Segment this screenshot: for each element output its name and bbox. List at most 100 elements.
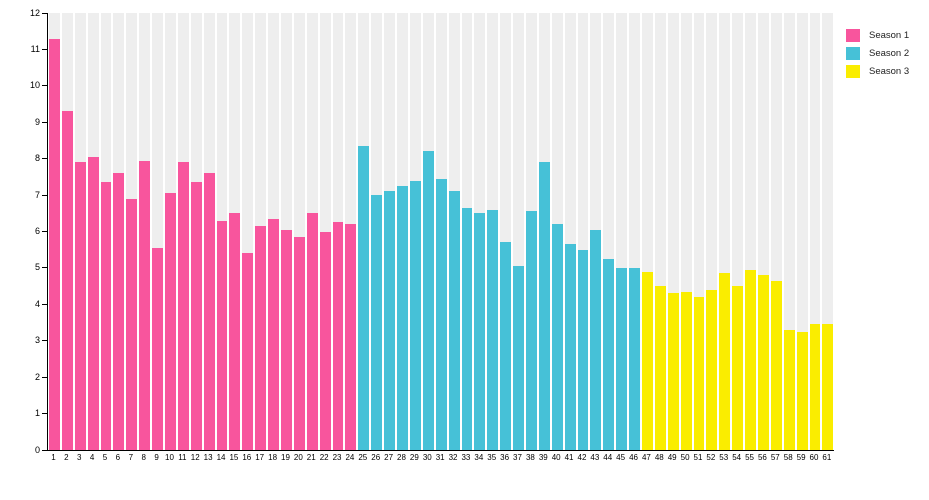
- bar-column: [796, 13, 808, 450]
- episode-bar-1[interactable]: [49, 38, 60, 450]
- episode-bar-34[interactable]: [474, 213, 486, 450]
- episode-bar-17[interactable]: [255, 226, 267, 450]
- x-axis-label-12: 12: [190, 453, 200, 462]
- x-axis-label-42: 42: [577, 453, 587, 462]
- episode-bar-3[interactable]: [74, 162, 86, 450]
- episode-bar-40[interactable]: [551, 224, 563, 450]
- bar-column: [719, 13, 731, 450]
- x-axis-label-51: 51: [693, 453, 703, 462]
- x-axis-label-5: 5: [102, 453, 108, 462]
- x-axis-label-31: 31: [435, 453, 445, 462]
- episode-bar-57[interactable]: [770, 280, 782, 450]
- episode-bar-7[interactable]: [126, 198, 138, 450]
- bar-column: [500, 13, 512, 450]
- bar-column: [603, 13, 615, 450]
- episode-bar-32[interactable]: [448, 191, 460, 450]
- episode-bar-14[interactable]: [216, 220, 228, 450]
- y-axis-label-2: 2: [34, 371, 40, 382]
- episode-bar-2[interactable]: [61, 111, 73, 450]
- episode-bar-25[interactable]: [358, 145, 370, 450]
- x-axis: 1 2 3 4 5 6 7 8 9 10 11 12 13 14 15 16 17 18 19 20 21 22 23 24 2…: [47, 453, 833, 462]
- episode-bar-22[interactable]: [319, 231, 331, 450]
- legend-item-season-1[interactable]: Season 1: [846, 29, 909, 42]
- episode-bar-47[interactable]: [641, 271, 653, 450]
- episode-bar-35[interactable]: [487, 209, 499, 450]
- y-axis-tick: [42, 85, 48, 87]
- bar-column: [745, 13, 756, 450]
- x-axis-label-6: 6: [115, 453, 121, 462]
- episode-bar-10[interactable]: [165, 193, 176, 450]
- episode-bar-54[interactable]: [732, 286, 744, 450]
- episode-bar-6[interactable]: [113, 173, 125, 450]
- episode-bar-16[interactable]: [242, 253, 254, 450]
- episode-bar-39[interactable]: [538, 162, 550, 450]
- episode-bar-59[interactable]: [796, 331, 808, 450]
- episode-bar-19[interactable]: [281, 229, 292, 450]
- episode-bar-51[interactable]: [693, 297, 705, 450]
- legend-label: Season 3: [869, 66, 910, 77]
- x-axis-label-41: 41: [564, 453, 574, 462]
- episode-bar-5[interactable]: [100, 182, 112, 450]
- episode-bar-53[interactable]: [719, 273, 731, 450]
- episode-bar-27[interactable]: [384, 191, 396, 450]
- episode-bar-9[interactable]: [152, 247, 164, 450]
- x-axis-label-24: 24: [345, 453, 355, 462]
- x-axis-label-2: 2: [64, 453, 69, 462]
- episode-bar-45[interactable]: [616, 267, 628, 450]
- episode-bar-52[interactable]: [706, 289, 718, 450]
- legend-swatch: [846, 47, 860, 60]
- episode-bar-18[interactable]: [268, 218, 280, 450]
- episode-bar-8[interactable]: [139, 160, 151, 450]
- episode-bar-38[interactable]: [525, 211, 537, 450]
- x-axis-label-54: 54: [732, 453, 742, 462]
- episode-bar-42[interactable]: [577, 249, 589, 450]
- x-axis-label-20: 20: [293, 453, 303, 462]
- episode-bar-48[interactable]: [654, 286, 666, 450]
- bar-column: [165, 13, 176, 450]
- x-axis-label-27: 27: [384, 453, 394, 462]
- y-axis-label-11: 11: [30, 43, 40, 54]
- episode-bar-46[interactable]: [629, 267, 640, 450]
- episode-bar-13[interactable]: [203, 173, 215, 450]
- episode-bar-24[interactable]: [345, 224, 357, 450]
- episode-bar-61[interactable]: [822, 324, 834, 450]
- episode-bar-15[interactable]: [229, 213, 241, 450]
- x-axis-label-4: 4: [89, 453, 95, 462]
- bar-column: [422, 13, 434, 450]
- episode-bar-56[interactable]: [757, 275, 769, 450]
- episode-bar-37[interactable]: [513, 266, 524, 450]
- episode-bar-23[interactable]: [332, 222, 344, 450]
- bar-column: [126, 13, 138, 450]
- bar-column: [448, 13, 460, 450]
- episode-bar-41[interactable]: [564, 244, 576, 450]
- episode-bar-49[interactable]: [667, 293, 679, 450]
- legend-item-season-2[interactable]: Season 2: [846, 47, 909, 60]
- episode-bar-31[interactable]: [435, 178, 447, 450]
- x-axis-label-59: 59: [796, 453, 806, 462]
- episode-bar-11[interactable]: [177, 162, 189, 450]
- episode-bar-28[interactable]: [397, 185, 408, 450]
- episode-bar-20[interactable]: [293, 236, 305, 450]
- bar-column: [61, 13, 73, 450]
- episode-bar-60[interactable]: [809, 324, 821, 450]
- legend-item-season-3[interactable]: Season 3: [846, 65, 909, 78]
- episode-bar-4[interactable]: [87, 156, 99, 450]
- episode-bar-44[interactable]: [603, 258, 615, 450]
- episode-bar-50[interactable]: [680, 291, 692, 450]
- episode-bar-30[interactable]: [422, 151, 434, 450]
- x-axis-label-23: 23: [332, 453, 342, 462]
- episode-bar-12[interactable]: [190, 182, 202, 450]
- episode-bar-33[interactable]: [461, 207, 473, 450]
- x-axis-label-40: 40: [551, 453, 561, 462]
- episode-bar-58[interactable]: [783, 329, 795, 450]
- episode-bar-21[interactable]: [306, 213, 318, 450]
- x-axis-label-55: 55: [745, 453, 754, 462]
- episode-bar-55[interactable]: [745, 269, 756, 450]
- legend-label: Season 1: [869, 30, 910, 41]
- episode-bar-26[interactable]: [371, 195, 383, 450]
- episode-bar-43[interactable]: [590, 229, 602, 450]
- episode-bar-29[interactable]: [409, 180, 421, 450]
- x-axis-label-21: 21: [306, 453, 316, 462]
- episode-bar-36[interactable]: [500, 242, 512, 450]
